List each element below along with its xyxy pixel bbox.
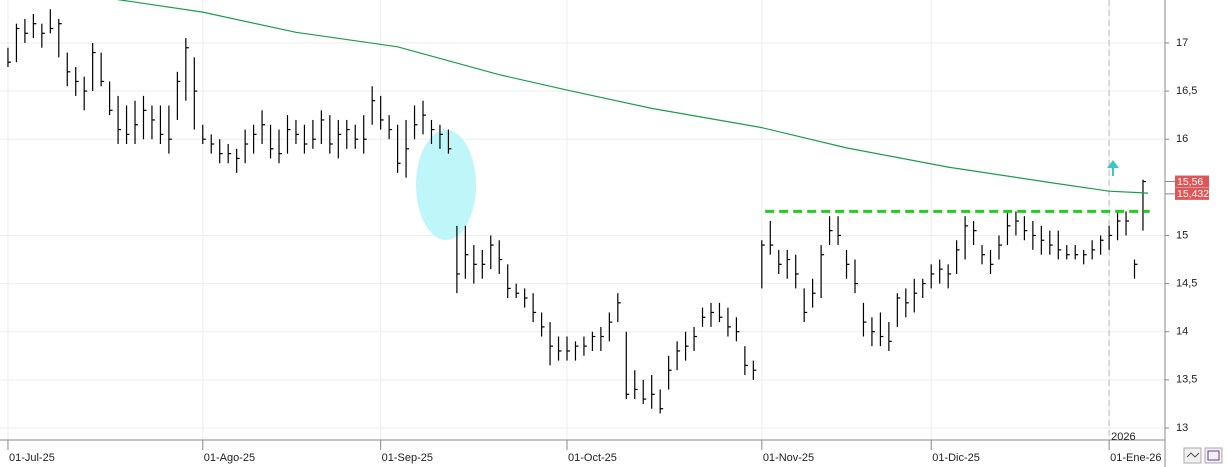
plot-group xyxy=(7,0,1150,414)
y-tick-label: 16,5 xyxy=(1176,85,1197,97)
grid-group xyxy=(0,0,1165,440)
save-icon xyxy=(1207,450,1220,461)
year-label: 2026 xyxy=(1111,431,1135,443)
y-tick-label: 14,5 xyxy=(1176,277,1197,289)
x-tick-label: 01-Ene-26 xyxy=(1110,452,1161,464)
y-tick-label: 17 xyxy=(1176,37,1188,49)
x-tick-label: 01-Oct-25 xyxy=(568,452,617,464)
moving-average xyxy=(117,0,1149,194)
x-tick-label: 01-Ago-25 xyxy=(204,452,255,464)
y-tick-label: 13 xyxy=(1176,422,1188,434)
y-tick-label: 14 xyxy=(1176,326,1188,338)
zoom-icon xyxy=(1186,452,1200,458)
up-arrow xyxy=(1107,160,1119,176)
price-label: 15,432 xyxy=(1177,188,1209,200)
price-label-box xyxy=(1175,187,1209,200)
x-tick-label: 01-Nov-25 xyxy=(763,452,814,464)
y-tick-label: 13,5 xyxy=(1176,374,1197,386)
highlight-ellipse xyxy=(416,130,476,240)
y-tick-label: 15 xyxy=(1176,229,1188,241)
price-label: 15,56 xyxy=(1177,176,1203,188)
x-tick-label: 01-Sep-25 xyxy=(382,452,433,464)
y-tick-label: 16 xyxy=(1176,133,1188,145)
x-tick-label: 01-Jul-25 xyxy=(9,452,55,464)
price-label-box xyxy=(1175,175,1209,188)
zoom-button[interactable] xyxy=(1183,447,1202,464)
save-button[interactable] xyxy=(1204,447,1223,464)
x-tick-label: 01-Dic-25 xyxy=(932,452,980,464)
